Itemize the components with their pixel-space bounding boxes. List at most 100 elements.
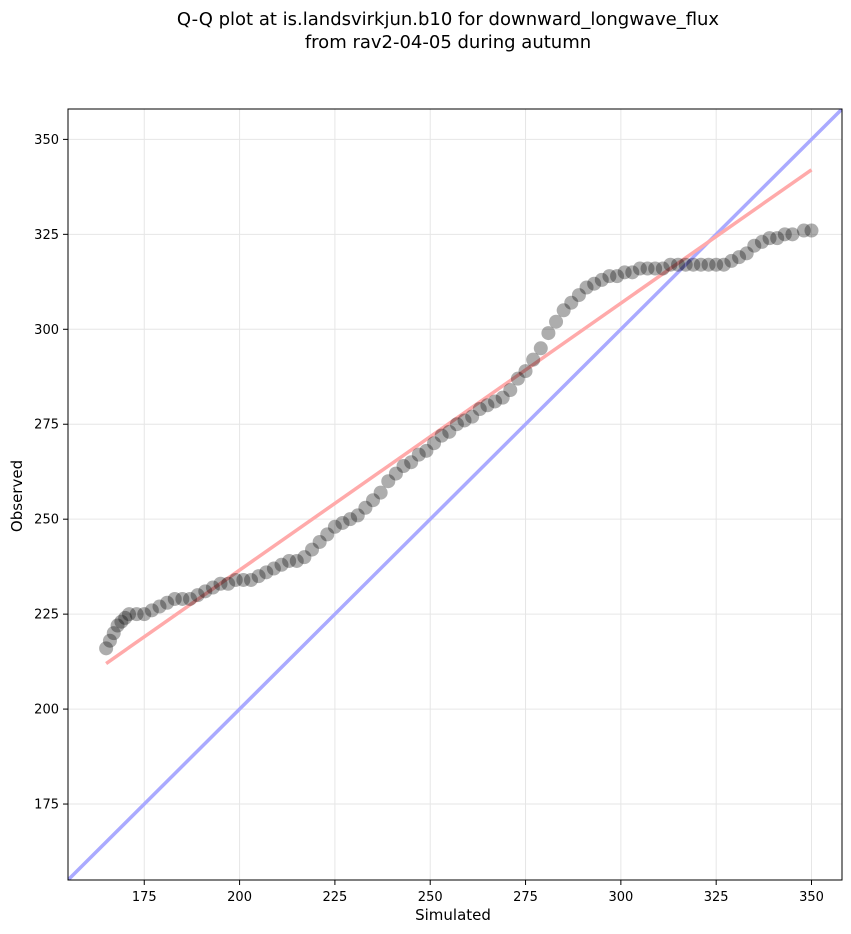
y-tick-label: 200 (34, 703, 59, 718)
qq-point (106, 626, 121, 641)
qq-point (388, 466, 403, 481)
qq-point (190, 588, 205, 603)
qq-point (102, 633, 117, 648)
qq-point (419, 443, 434, 458)
qq-point (434, 428, 449, 443)
x-tick-label: 300 (608, 890, 633, 905)
qq-point (350, 508, 365, 523)
qq-point (632, 261, 647, 276)
qq-point (152, 599, 167, 614)
plot-area (68, 109, 842, 880)
qq-point (617, 265, 632, 280)
chart-title-line1: Q-Q plot at is.landsvirkjun.b10 for down… (177, 9, 720, 30)
qq-point (587, 276, 602, 291)
qq-point (381, 474, 396, 489)
qq-point (663, 257, 678, 272)
x-tick-label: 200 (227, 890, 252, 905)
qq-point (625, 265, 640, 280)
y-tick-label: 225 (34, 608, 59, 623)
qq-point (564, 295, 579, 310)
qq-point (404, 455, 419, 470)
qq-point (739, 246, 754, 261)
qq-point (305, 542, 320, 557)
qq-point (785, 227, 800, 242)
qq-point (144, 603, 159, 618)
qq-point (549, 314, 564, 329)
qq-point (777, 227, 792, 242)
qq-point (160, 595, 175, 610)
qq-point (320, 527, 335, 542)
x-tick-label: 325 (704, 890, 729, 905)
qq-point (366, 493, 381, 508)
qq-point (754, 234, 769, 249)
qq-point (602, 269, 617, 284)
qq-point (457, 413, 472, 428)
qq-point (167, 591, 182, 606)
x-tick-label: 350 (799, 890, 824, 905)
qq-point (114, 614, 129, 629)
qq-point (137, 607, 152, 622)
qq-point (251, 569, 266, 584)
y-tick-label: 250 (34, 513, 59, 528)
qq-point (770, 231, 785, 246)
qq-point (289, 553, 304, 568)
qq-point (373, 485, 388, 500)
qq-point (796, 223, 811, 238)
qq-point (396, 459, 411, 474)
qq-point (804, 223, 819, 238)
qq-point (701, 257, 716, 272)
qq-point (480, 398, 495, 413)
plot-frame (67, 108, 843, 881)
qq-point (526, 352, 541, 367)
qq-point (518, 364, 533, 379)
chart-title-line2: from rav2-04-05 during autumn (305, 32, 591, 53)
qq-point (709, 257, 724, 272)
x-tick-label: 225 (322, 890, 347, 905)
qq-point (686, 257, 701, 272)
qq-point (358, 500, 373, 515)
qq-point (747, 238, 762, 253)
x-tick-label: 250 (418, 890, 443, 905)
qq-point (533, 341, 548, 356)
qq-point (213, 576, 228, 591)
qq-point (175, 591, 190, 606)
qq-point (228, 572, 243, 587)
qq-point (678, 257, 693, 272)
qq-point (99, 641, 114, 656)
qq-point (503, 383, 518, 398)
grid-lines (68, 109, 842, 880)
qq-point (297, 550, 312, 565)
qq-point (198, 584, 213, 599)
identity-line (68, 109, 842, 880)
qq-point (571, 288, 586, 303)
qq-point (129, 607, 144, 622)
qq-point (122, 607, 137, 622)
x-axis-label: Simulated (415, 906, 491, 924)
qq-point (259, 565, 274, 580)
qq-point (274, 557, 289, 572)
qq-point (510, 371, 525, 386)
qq-point (648, 261, 663, 276)
y-ticks: 175 200 225 250 275 300 325 350 (34, 133, 68, 813)
qq-point (442, 424, 457, 439)
qq-point (541, 326, 556, 341)
y-tick-label: 275 (34, 418, 59, 433)
qq-point (732, 250, 747, 265)
qq-point (556, 303, 571, 318)
x-ticks: 175 200 225 250 275 300 325 350 (132, 880, 824, 905)
qq-point (716, 257, 731, 272)
qq-point (312, 534, 327, 549)
qq-point (594, 272, 609, 287)
qq-point (118, 610, 133, 625)
qq-point (327, 519, 342, 534)
qq-point (610, 269, 625, 284)
qq-point (411, 447, 426, 462)
qq-point (495, 390, 510, 405)
qq-point (693, 257, 708, 272)
qq-point (343, 512, 358, 527)
qq-point (579, 280, 594, 295)
y-tick-label: 300 (34, 323, 59, 338)
qq-point (282, 553, 297, 568)
qq-point (236, 572, 251, 587)
